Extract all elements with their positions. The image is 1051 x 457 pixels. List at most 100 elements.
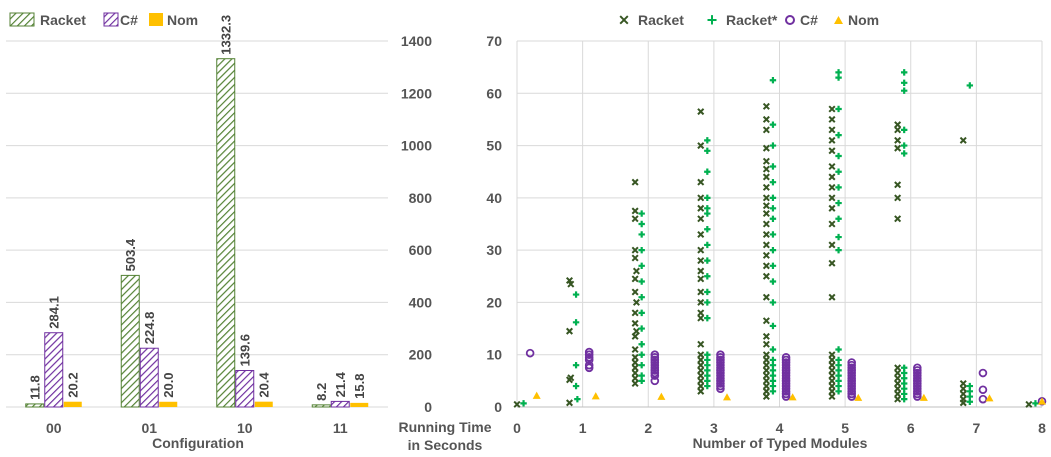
point-racket-star [769,142,777,149]
point-racket-star [638,220,645,228]
point-racket [762,340,770,348]
bar-nom-11 [350,402,369,407]
scatter-x-tick-label: 3 [710,420,718,436]
point-racket [697,108,705,116]
scatter-chart-legend: ✕ Racket + Racket* C# Nom [618,10,879,30]
point-racket [631,369,639,377]
point-racket-star [572,319,580,326]
point-racket [894,379,902,387]
point-racket [697,178,705,186]
point-racket-star [769,215,777,222]
point-racket-star [704,226,711,233]
point-racket-star [835,131,842,139]
point-racket [1025,400,1033,408]
point-racket [828,393,836,401]
point-racket [762,293,770,301]
point-racket-star [900,87,908,94]
point-racket-star [835,105,842,113]
point-racket-star [704,194,711,202]
scatter-y-tick-label: 60 [486,85,502,101]
point-racket [762,102,770,110]
point-racket [894,374,902,382]
scatter-y-tick-label: 10 [486,347,502,363]
bar-y-tick-label: 1400 [401,33,432,49]
point-racket [762,382,770,390]
point-racket [762,272,770,280]
point-racket-star [638,278,645,285]
point-racket [828,293,836,301]
point-racket [631,332,639,340]
bar-data-label-nom-10: 20.4 [257,372,272,398]
point-racket-star [769,246,777,254]
scatter-x-tick-label: 5 [841,420,849,436]
point-racket [828,259,836,267]
point-csharp [650,376,660,386]
legend-label-nom: Nom [167,12,198,28]
legend-swatch-nom [149,13,163,26]
point-racket [762,393,770,401]
point-racket [762,332,770,340]
point-racket [697,204,705,212]
point-racket-star [769,77,777,84]
point-racket [762,377,770,385]
point-racket [828,220,836,228]
bar-y-tick-label: 200 [409,347,433,363]
point-csharp [978,385,988,395]
point-racket [828,361,836,369]
point-racket [697,257,705,265]
point-racket [894,121,902,129]
point-racket-star [835,246,842,254]
point-racket [565,399,574,407]
point-racket [697,314,705,322]
point-racket [631,364,639,372]
point-csharp [978,394,988,404]
bar-csharp-00 [44,332,64,408]
point-nom [919,393,928,401]
point-racket [959,385,967,393]
point-racket [959,379,967,387]
point-racket [762,220,770,228]
point-racket [894,181,902,189]
point-racket [894,136,902,144]
bar-y-tick-label: 0 [424,399,432,415]
bar-racket-00 [25,403,45,408]
point-racket-star [704,314,711,322]
bar-x-tick-label: 01 [141,420,157,436]
scatter-chart-x-ticks: 0 1 2 3 4 5 6 7 8 [513,420,1046,436]
point-racket-star [900,150,908,157]
point-racket [959,399,967,407]
legend-label-racket-scatter: Racket [638,12,684,28]
point-racket-star [638,262,645,270]
bar-y-tick-label: 1200 [401,85,432,101]
point-racket-star [769,299,777,306]
point-racket [697,387,705,395]
scatter-x-tick-label: 8 [1038,420,1046,436]
point-racket-star [835,168,842,175]
point-racket [697,351,705,359]
bar-chart-y-axis-title-line2: in Seconds [408,437,483,453]
point-racket-star [769,194,777,202]
point-racket-star [769,278,777,285]
point-racket-star [769,346,777,353]
bar-csharp-01 [139,347,159,408]
point-racket [697,230,705,238]
point-racket [697,215,705,223]
point-racket [632,327,640,335]
bar-data-label-nom-00: 20.2 [66,372,81,397]
point-racket [631,246,639,254]
point-racket [828,241,836,249]
scatter-y-tick-label: 50 [486,138,502,154]
point-racket-star [835,346,842,353]
point-racket [828,377,836,385]
point-racket [762,230,770,238]
scatter-chart-gridlines [516,40,1043,408]
point-racket [762,173,770,181]
scatter-y-tick-label: 0 [494,399,502,415]
bar-y-tick-label: 400 [409,294,433,310]
point-racket [697,267,705,275]
point-racket-star [572,361,580,369]
point-racket-star [900,69,908,76]
point-racket [631,288,639,296]
point-racket-star [769,163,777,170]
point-racket-star [835,184,842,191]
